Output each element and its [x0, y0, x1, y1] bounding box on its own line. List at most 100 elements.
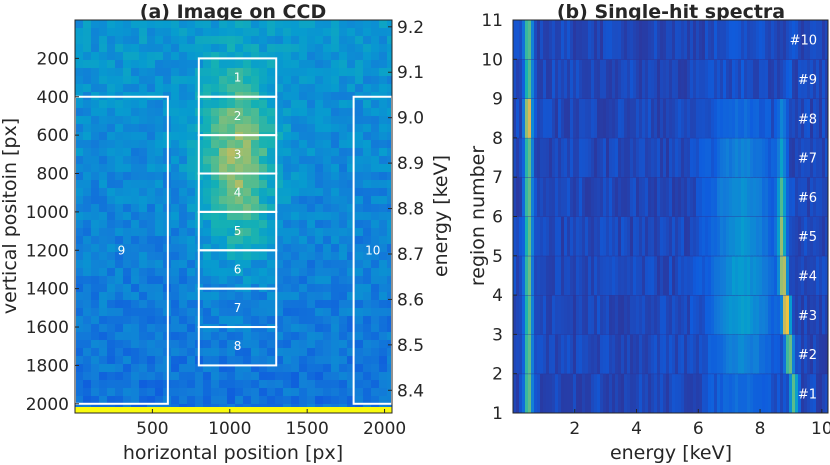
- spectrum-bin: [552, 98, 556, 138]
- spectrum-bin: [615, 373, 619, 413]
- ccd-pixel: [363, 76, 372, 85]
- spectrum-bin: [777, 177, 781, 217]
- spectrum-bin: [822, 216, 826, 256]
- ccd-pixel: [323, 100, 332, 109]
- ccd-pixel: [339, 28, 348, 37]
- ccd-pixel: [211, 140, 220, 149]
- ccd-pixel: [243, 20, 252, 29]
- spectrum-bin: [792, 295, 796, 335]
- ccd-pixel: [211, 116, 220, 125]
- ccd-pixel: [283, 372, 292, 381]
- ccd-pixel: [299, 348, 308, 357]
- ccd-pixel: [267, 300, 276, 309]
- ccd-pixel: [83, 52, 92, 61]
- ccd-pixel: [323, 364, 332, 373]
- ccd-pixel: [331, 268, 340, 277]
- region-label: 9: [118, 243, 126, 257]
- ccd-pixel: [251, 260, 260, 269]
- spectrum-bin: [696, 373, 700, 413]
- ccd-pixel: [283, 204, 292, 213]
- ccd-pixel: [363, 284, 372, 293]
- spectrum-bin: [531, 216, 535, 256]
- ccd-pixel: [187, 300, 196, 309]
- spectrum-bin: [600, 137, 604, 178]
- ccd-pixel: [371, 76, 380, 85]
- spectrum-bin: [801, 137, 805, 178]
- ccd-pixel: [99, 68, 108, 77]
- ccd-pixel: [211, 60, 220, 69]
- ccd-pixel: [139, 244, 148, 253]
- ccd-pixel: [235, 308, 244, 317]
- ccd-pixel: [203, 36, 212, 45]
- ccd-pixel: [187, 204, 196, 213]
- ccd-pixel: [315, 148, 324, 157]
- spectrum-bin: [549, 59, 553, 99]
- ccd-pixel: [323, 276, 332, 285]
- ccd-pixel: [339, 140, 348, 149]
- spectrum-bin: [660, 177, 664, 217]
- ccd-pixel: [99, 84, 108, 93]
- spectrum-bin: [801, 334, 805, 374]
- ccd-pixel: [115, 124, 124, 133]
- ccd-pixel: [147, 204, 156, 213]
- ccd-pixel: [331, 108, 340, 117]
- spectrum-bin: [645, 295, 649, 335]
- ccd-pixel: [331, 372, 340, 381]
- ccd-pixel: [131, 116, 140, 125]
- ccd-pixel: [235, 388, 244, 397]
- ccd-pixel: [371, 196, 380, 205]
- ccd-pixel: [275, 116, 284, 125]
- spectrum-bin: [768, 216, 772, 256]
- ccd-pixel: [83, 380, 92, 389]
- ccd-pixel: [219, 156, 228, 165]
- spectrum-bin: [741, 137, 745, 178]
- ccd-pixel: [339, 196, 348, 205]
- ccd-pixel: [211, 244, 220, 253]
- ccd-pixel: [91, 244, 100, 253]
- ccd-pixel: [155, 276, 164, 285]
- ccd-pixel: [259, 332, 268, 341]
- ccd-pixel: [187, 140, 196, 149]
- ccd-pixel: [251, 356, 260, 365]
- ccd-pixel: [387, 28, 392, 37]
- ccd-pixel: [179, 20, 188, 29]
- ccd-pixel: [259, 116, 268, 125]
- ccd-pixel: [107, 28, 116, 37]
- y-tick-label: 800: [37, 165, 69, 185]
- spectrum-bin: [765, 20, 769, 60]
- ccd-pixel: [91, 180, 100, 189]
- ccd-pixel: [379, 28, 388, 37]
- ccd-pixel: [339, 244, 348, 253]
- ccd-pixel: [267, 252, 276, 261]
- ccd-pixel: [355, 140, 364, 149]
- ccd-pixel: [139, 100, 148, 109]
- ccd-pixel: [155, 132, 164, 141]
- spectrum-bin: [657, 137, 661, 178]
- ccd-pixel: [283, 292, 292, 301]
- ccd-pixel: [179, 108, 188, 117]
- spectrum-bin: [549, 137, 553, 178]
- ccd-pixel: [283, 52, 292, 61]
- ccd-pixel: [179, 380, 188, 389]
- spectrum-bin: [546, 98, 550, 138]
- ccd-pixel: [291, 348, 300, 357]
- ccd-pixel: [211, 348, 220, 357]
- ccd-pixel: [235, 84, 244, 93]
- spectrum-bin: [789, 373, 793, 413]
- spectrum-bin: [516, 255, 520, 296]
- spectrum-bin: [816, 216, 820, 256]
- ccd-pixel: [227, 28, 236, 37]
- ccd-pixel: [291, 124, 300, 133]
- spectrum-bin: [786, 373, 790, 413]
- ccd-pixel: [363, 196, 372, 205]
- spectrum-bin: [801, 177, 805, 217]
- spectrum-bin: [669, 334, 673, 374]
- spectrum-bin: [732, 295, 736, 335]
- ccd-pixel: [347, 84, 356, 93]
- spectrum-bin: [786, 216, 790, 256]
- ccd-pixel: [155, 340, 164, 349]
- ccd-pixel: [363, 388, 372, 397]
- ccd-pixel: [235, 356, 244, 365]
- ccd-pixel: [115, 244, 124, 253]
- ccd-pixel: [171, 348, 180, 357]
